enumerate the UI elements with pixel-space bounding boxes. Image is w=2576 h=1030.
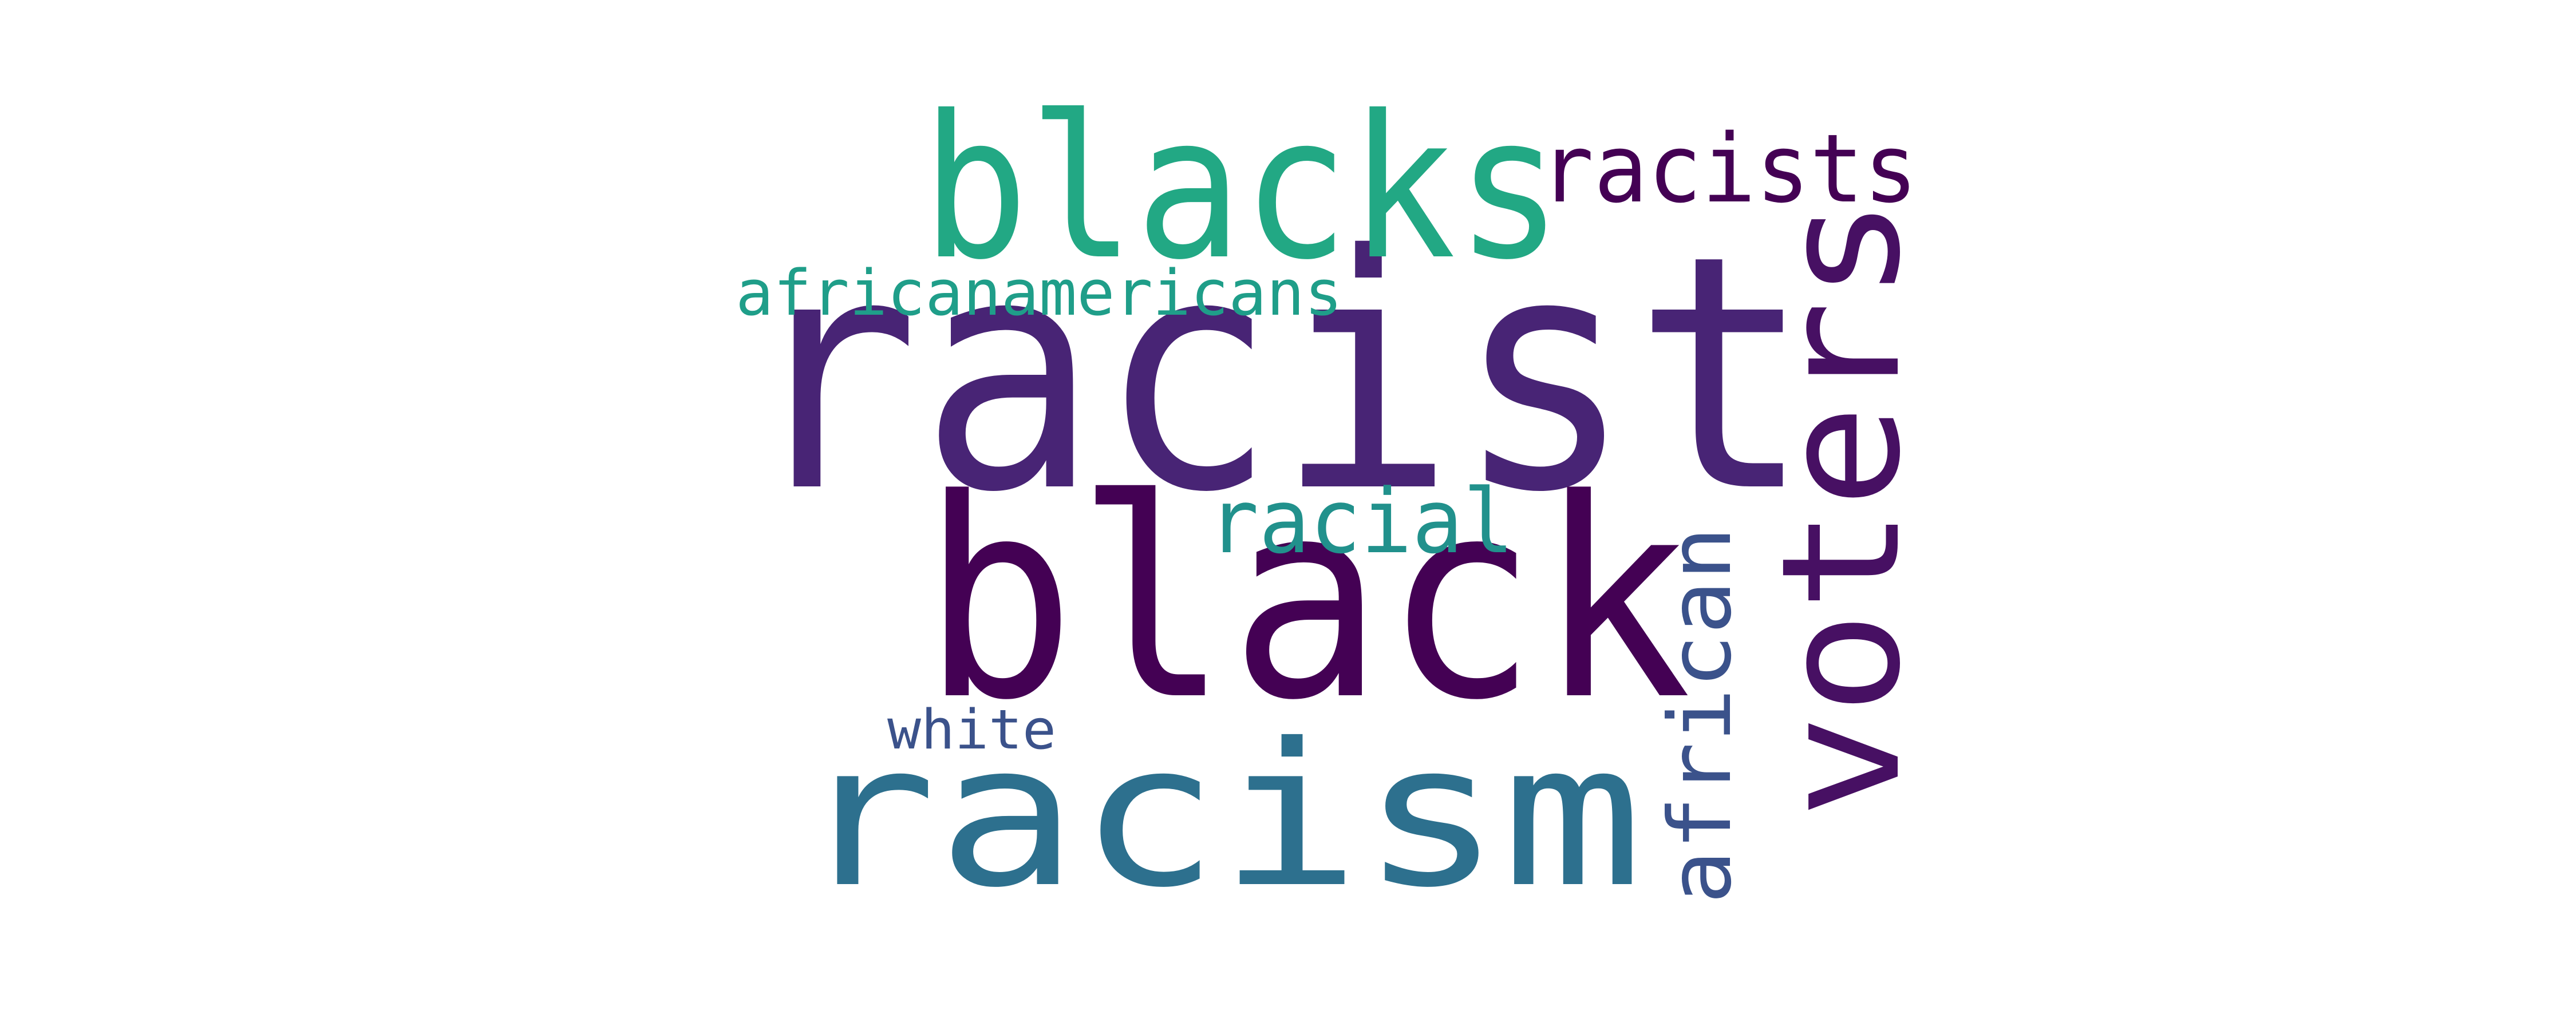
word-black: black bbox=[922, 441, 1692, 760]
word-african: african bbox=[1651, 526, 1751, 904]
word-white: white bbox=[887, 699, 1056, 762]
word-voters: voters bbox=[1747, 197, 1937, 818]
word-racist: racist bbox=[741, 187, 1812, 563]
word-racism: racism bbox=[796, 702, 1643, 931]
word-racists: racists bbox=[1540, 114, 1918, 224]
word-racial: racial bbox=[1208, 470, 1514, 573]
word-africanamericans: africanamericans bbox=[736, 256, 1342, 330]
word-blacks: blacks bbox=[922, 74, 1563, 303]
